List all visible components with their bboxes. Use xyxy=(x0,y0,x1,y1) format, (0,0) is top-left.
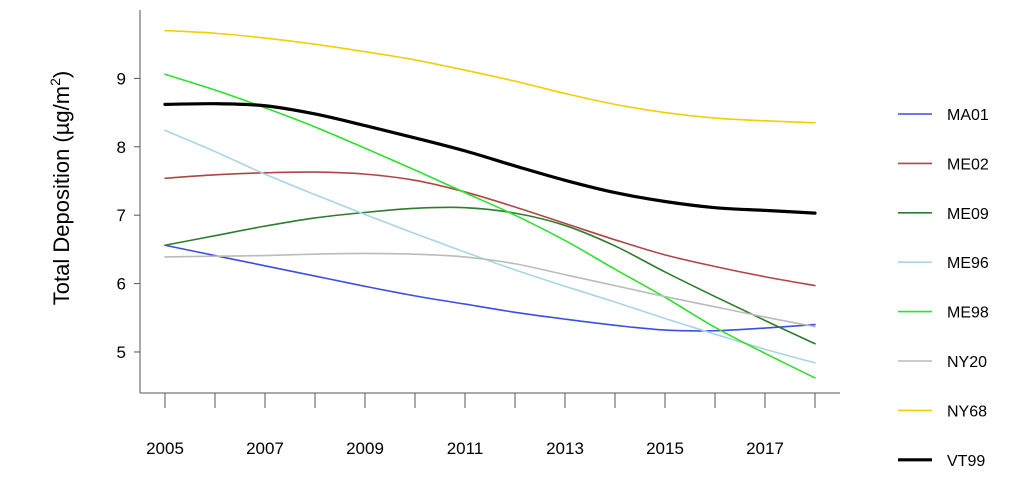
axes: 5 6 7 8 9 2005 2007 2009 2011 2013 2015 2017 xyxy=(117,10,840,458)
series-line-me09 xyxy=(164,206,816,345)
y-tick-label: 8 xyxy=(117,138,126,157)
y-tick-label: 9 xyxy=(117,69,126,88)
x-tick-label: 2013 xyxy=(546,439,584,458)
x-tick-label: 2005 xyxy=(146,439,184,458)
series-line-ny68 xyxy=(164,29,816,124)
y-axis-title: Total Deposition (µg/m2) xyxy=(47,71,74,305)
legend-label-ny68: NY68 xyxy=(947,403,987,420)
x-tick-label: 2015 xyxy=(646,439,684,458)
legend-label-me02: ME02 xyxy=(947,156,989,173)
legend: MA01 ME02 ME09 ME96 ME98 NY20 NY68 VT99 xyxy=(898,107,989,470)
legend-label-ny20: NY20 xyxy=(947,354,987,371)
x-tick-label: 2011 xyxy=(447,439,484,458)
legend-label-me98: ME98 xyxy=(947,305,989,322)
x-tick-label: 2017 xyxy=(746,439,784,458)
series-line-vt99 xyxy=(163,102,817,215)
x-tick-label: 2007 xyxy=(246,439,284,458)
y-tick-label: 6 xyxy=(117,275,126,294)
y-tick-label: 5 xyxy=(117,343,126,362)
series-line-ny20 xyxy=(164,252,816,328)
series-line-ma01 xyxy=(164,244,816,332)
legend-label-me09: ME09 xyxy=(947,206,989,223)
legend-label-vt99: VT99 xyxy=(947,453,985,470)
series-lines xyxy=(163,29,817,379)
x-tick-label: 2009 xyxy=(346,439,384,458)
legend-label-me96: ME96 xyxy=(947,255,989,272)
y-tick-label: 7 xyxy=(117,206,126,225)
series-line-me02 xyxy=(164,171,816,287)
series-line-me96 xyxy=(164,129,816,364)
series-line-me98 xyxy=(164,73,816,379)
legend-label-ma01: MA01 xyxy=(947,107,989,124)
